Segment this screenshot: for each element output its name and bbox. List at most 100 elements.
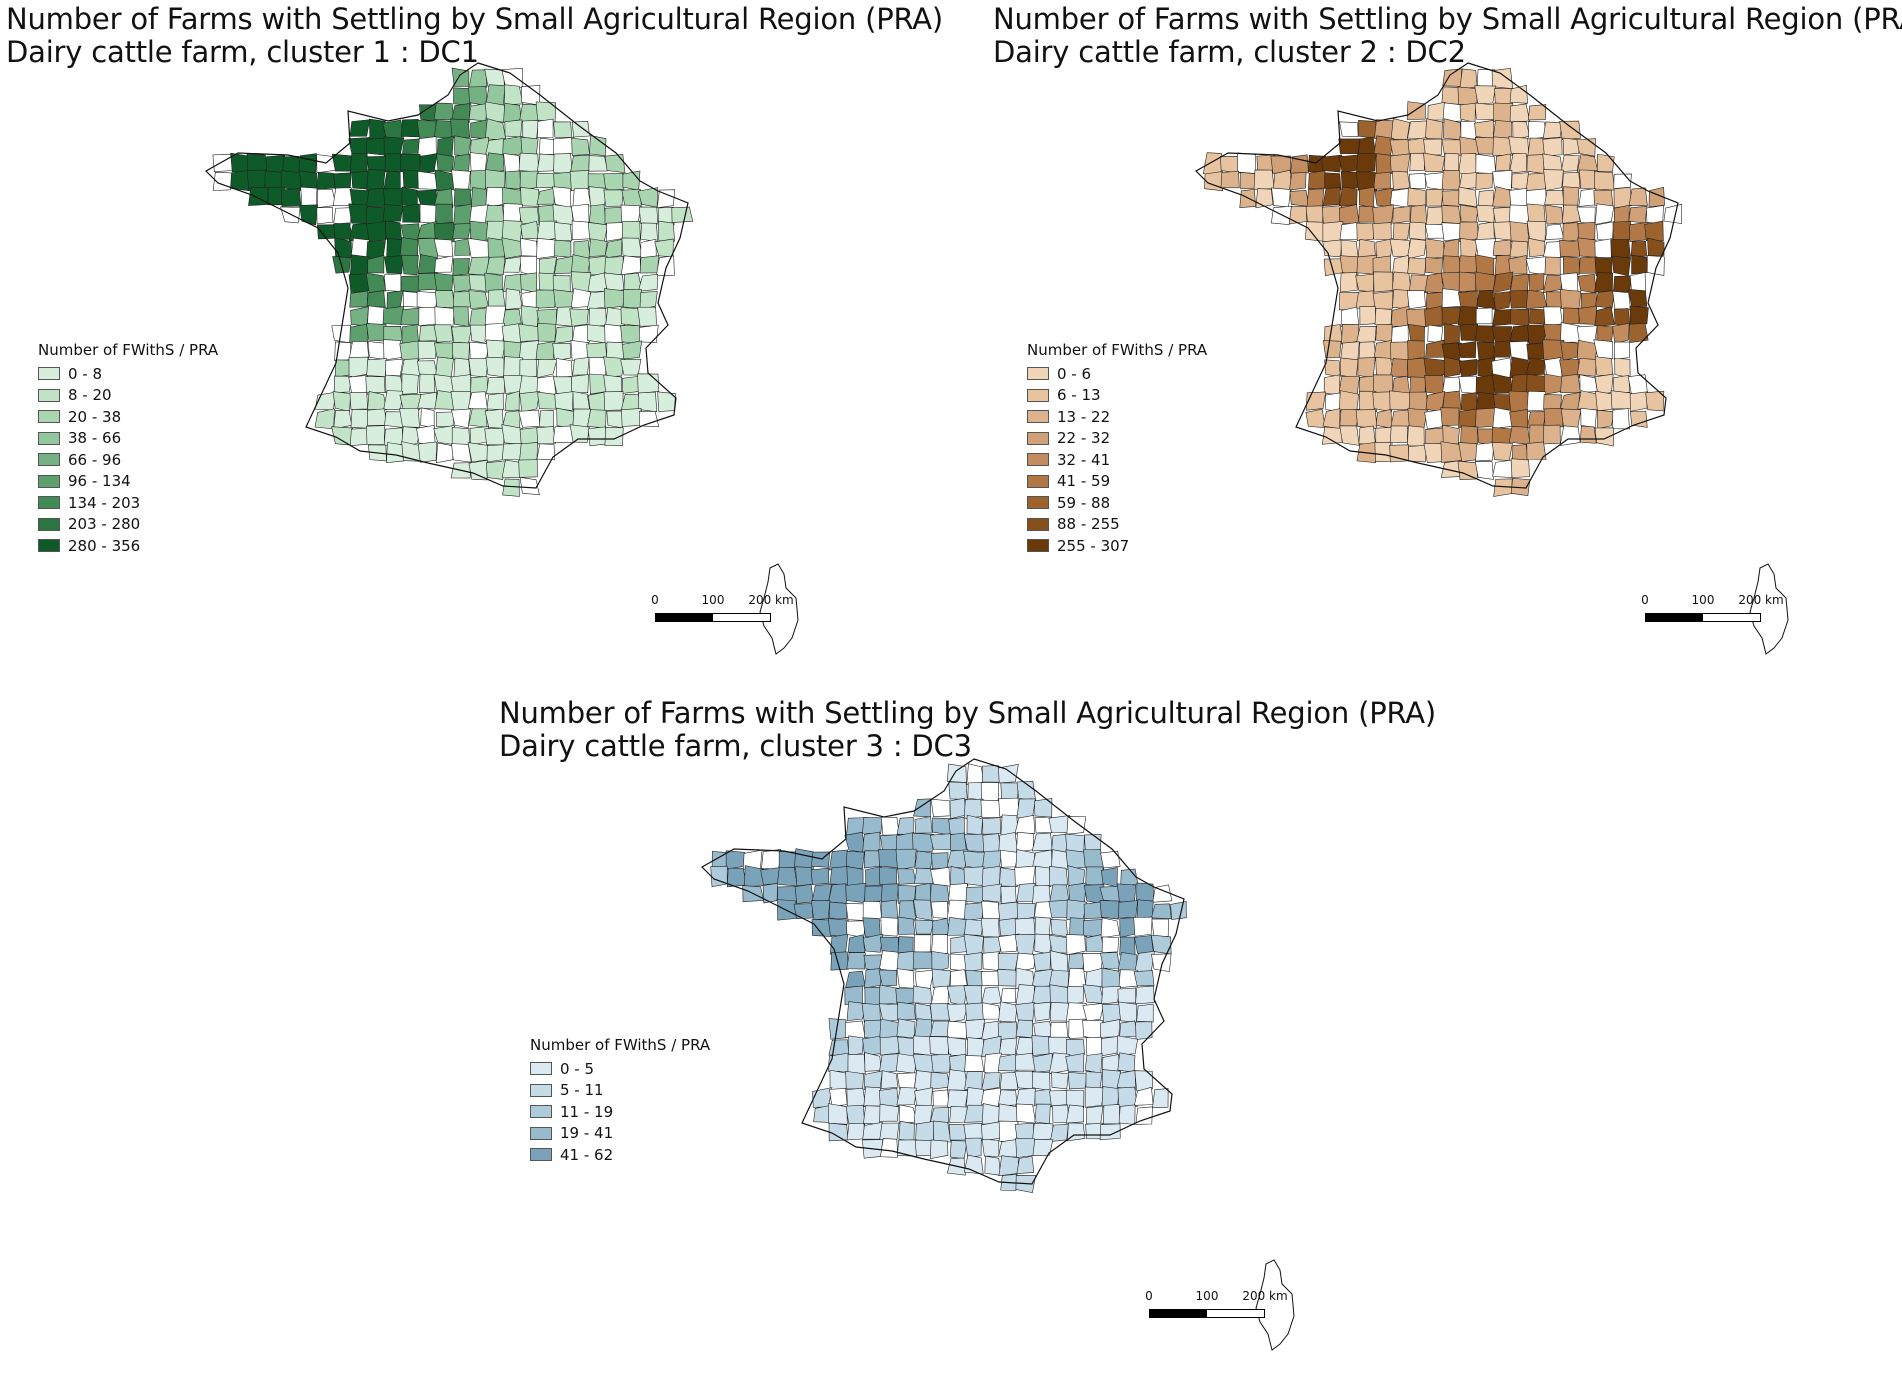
pra-region <box>1032 1052 1053 1073</box>
pra-region <box>503 273 523 293</box>
pra-region <box>896 1139 918 1157</box>
pra-region <box>1341 324 1360 345</box>
legend-label: 32 - 41 <box>1057 450 1111 469</box>
pra-region <box>914 919 935 935</box>
pra-region <box>1459 102 1476 123</box>
pra-region <box>1509 409 1529 430</box>
pra-region <box>572 324 590 343</box>
pra-region <box>1525 172 1547 191</box>
pra-region <box>469 324 487 344</box>
pra-region <box>450 103 470 124</box>
pra-region <box>1509 103 1530 123</box>
pra-region <box>998 1001 1018 1023</box>
pra-region <box>897 1001 916 1021</box>
legend-swatch <box>38 388 60 402</box>
pra-region <box>417 171 439 190</box>
pra-region <box>485 339 506 360</box>
pra-region <box>1016 1156 1035 1174</box>
pra-region <box>384 153 403 173</box>
pra-region <box>383 427 404 446</box>
pra-region <box>879 950 901 972</box>
pra-region <box>1458 186 1478 208</box>
france-outline <box>1195 62 1679 489</box>
pra-region <box>1101 1086 1120 1108</box>
pra-region <box>912 1053 934 1075</box>
legend-label: 41 - 59 <box>1057 472 1111 491</box>
pra-region <box>946 1003 969 1023</box>
pra-region <box>828 1122 849 1142</box>
pra-region <box>573 240 591 259</box>
pra-region <box>1372 391 1395 413</box>
pra-region <box>470 376 489 396</box>
legend-item: 280 - 356 <box>38 535 218 557</box>
pra-region <box>538 137 555 155</box>
pra-region <box>485 460 506 480</box>
legend-swatch <box>1027 517 1049 531</box>
legend-item: 8 - 20 <box>38 385 218 407</box>
pra-region <box>1441 190 1462 207</box>
pra-region <box>1474 85 1497 105</box>
pra-region <box>1409 274 1429 294</box>
pra-region <box>932 817 952 836</box>
pra-region <box>1407 187 1426 207</box>
pra-region <box>1338 390 1360 413</box>
pra-region <box>1032 849 1053 869</box>
pra-region <box>1082 984 1105 1004</box>
pra-region <box>1389 238 1410 258</box>
pra-region <box>366 221 387 242</box>
pra-region <box>1561 204 1581 224</box>
pra-region <box>1373 340 1394 360</box>
pra-region <box>1423 357 1445 378</box>
pra-region <box>760 867 780 885</box>
pra-region <box>504 119 523 138</box>
legend-swatch <box>530 1126 552 1140</box>
pra-region <box>654 238 674 258</box>
pra-region <box>348 374 369 396</box>
pra-region <box>845 970 866 988</box>
pra-region <box>367 341 385 360</box>
pra-region <box>1407 408 1428 429</box>
pra-region <box>1015 1002 1035 1023</box>
pra-region <box>1391 271 1412 292</box>
pra-region <box>349 323 368 344</box>
legend-label: 20 - 38 <box>68 407 122 426</box>
pra-region <box>1526 441 1547 460</box>
pra-region <box>1289 189 1310 207</box>
pra-region <box>486 377 506 395</box>
pra-region <box>556 358 573 379</box>
pra-region <box>1458 408 1478 429</box>
pra-region <box>1508 426 1531 445</box>
pra-region <box>1476 341 1496 361</box>
pra-region <box>964 902 985 921</box>
pra-region <box>1407 257 1427 275</box>
pra-region <box>1392 206 1411 224</box>
pra-region <box>1373 271 1394 293</box>
pra-region <box>878 1053 900 1073</box>
pra-region <box>963 985 983 1007</box>
legend-label: 59 - 88 <box>1057 493 1111 512</box>
scale-bar: 0 100 200 km <box>648 593 794 633</box>
legend-item: 19 - 41 <box>530 1123 710 1145</box>
pra-region <box>997 933 1020 953</box>
pra-region <box>434 306 455 328</box>
pra-region <box>1559 120 1581 140</box>
pra-region <box>518 103 540 123</box>
pra-region <box>1594 356 1614 377</box>
map-legend: Number of FWithS / PRA 0 - 8 8 - 20 20 - 3… <box>38 341 218 557</box>
pra-region <box>1543 394 1563 410</box>
pra-region <box>1338 186 1358 207</box>
scale-bar: 0 100 200 km <box>1142 1289 1288 1329</box>
pra-region <box>914 969 935 989</box>
pra-region <box>1099 885 1121 903</box>
pra-region <box>930 985 949 1005</box>
pra-region <box>1596 153 1615 172</box>
pra-region <box>966 1037 985 1057</box>
pra-region <box>1049 1123 1069 1143</box>
pra-region <box>964 1137 982 1158</box>
scale-label: 100 <box>1195 1289 1219 1303</box>
pra-region <box>1458 153 1477 175</box>
pra-region <box>452 258 470 276</box>
pra-region <box>348 203 369 224</box>
pra-region <box>1596 325 1614 343</box>
pra-region <box>861 1002 881 1023</box>
